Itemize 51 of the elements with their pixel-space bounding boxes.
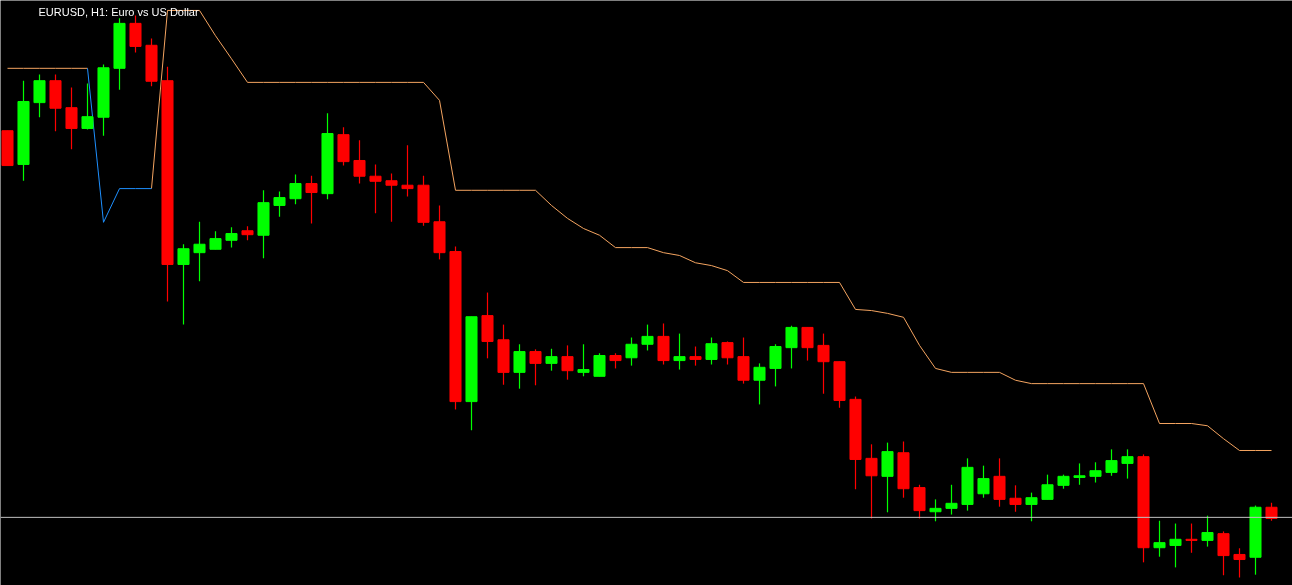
candlestick [945,484,958,516]
candlestick [577,343,590,377]
candlestick [385,172,398,223]
candlestick [737,336,750,385]
candlestick [81,82,94,131]
candlestick [593,352,606,377]
candlestick [721,340,734,366]
candlestick [1089,461,1102,484]
candlestick [289,173,302,205]
candlestick [1121,448,1134,480]
candlestick [561,344,574,381]
candlestick [177,243,190,326]
candlestick [673,332,686,371]
candlestick [993,457,1006,508]
candlestick [33,73,46,118]
candlestick [865,443,878,520]
candlestick [1025,492,1038,522]
candlestick [1153,520,1166,558]
candlestick [1105,448,1118,477]
candlestick [641,324,654,352]
candlestick [689,345,702,367]
candlestick [1217,530,1230,576]
candlestick [705,336,718,366]
candlestick [529,348,542,386]
candlestick [1185,522,1198,554]
candlestick [769,343,782,388]
candlestick [785,325,798,370]
candlestick [273,190,286,218]
candlestick [929,498,942,522]
candlestick [801,326,814,362]
candlestick [353,139,366,185]
candlestick [401,144,414,198]
candlestick [305,175,318,225]
candlestick [513,343,526,390]
candlestick [129,14,142,54]
candlestick [1041,474,1054,500]
candlestick [1169,522,1182,568]
candlestick [545,348,558,372]
candlestick [225,226,238,249]
candlestick [65,86,78,150]
candlestick [369,163,382,214]
candlestick [1073,462,1086,486]
candlestick [1201,515,1214,548]
candlestick [913,484,926,520]
candlestick [193,221,206,282]
candlestick [1233,547,1246,579]
candlestick [817,332,830,395]
candlestick [977,465,990,499]
candlestick [753,362,766,405]
candlestick [1009,484,1022,513]
candlestick [625,336,638,367]
